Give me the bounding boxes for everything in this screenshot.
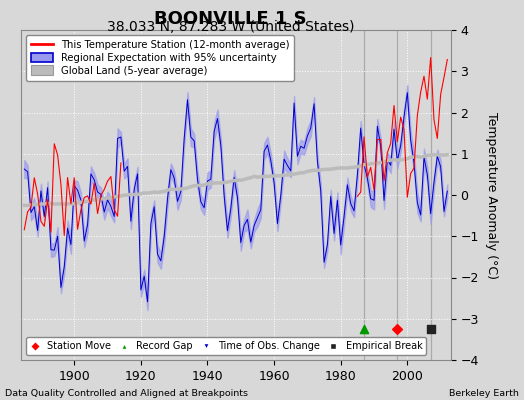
Text: Berkeley Earth: Berkeley Earth — [449, 389, 519, 398]
Point — [393, 326, 401, 332]
Point — [427, 326, 435, 332]
Legend: Station Move, Record Gap, Time of Obs. Change, Empirical Break: Station Move, Record Gap, Time of Obs. C… — [26, 337, 426, 355]
Point — [360, 326, 368, 332]
Text: 38.033 N, 87.283 W (United States): 38.033 N, 87.283 W (United States) — [107, 20, 354, 34]
Y-axis label: Temperature Anomaly (°C): Temperature Anomaly (°C) — [485, 112, 498, 278]
Text: BOONVILLE 1 S: BOONVILLE 1 S — [154, 10, 307, 28]
Text: Data Quality Controlled and Aligned at Breakpoints: Data Quality Controlled and Aligned at B… — [5, 389, 248, 398]
